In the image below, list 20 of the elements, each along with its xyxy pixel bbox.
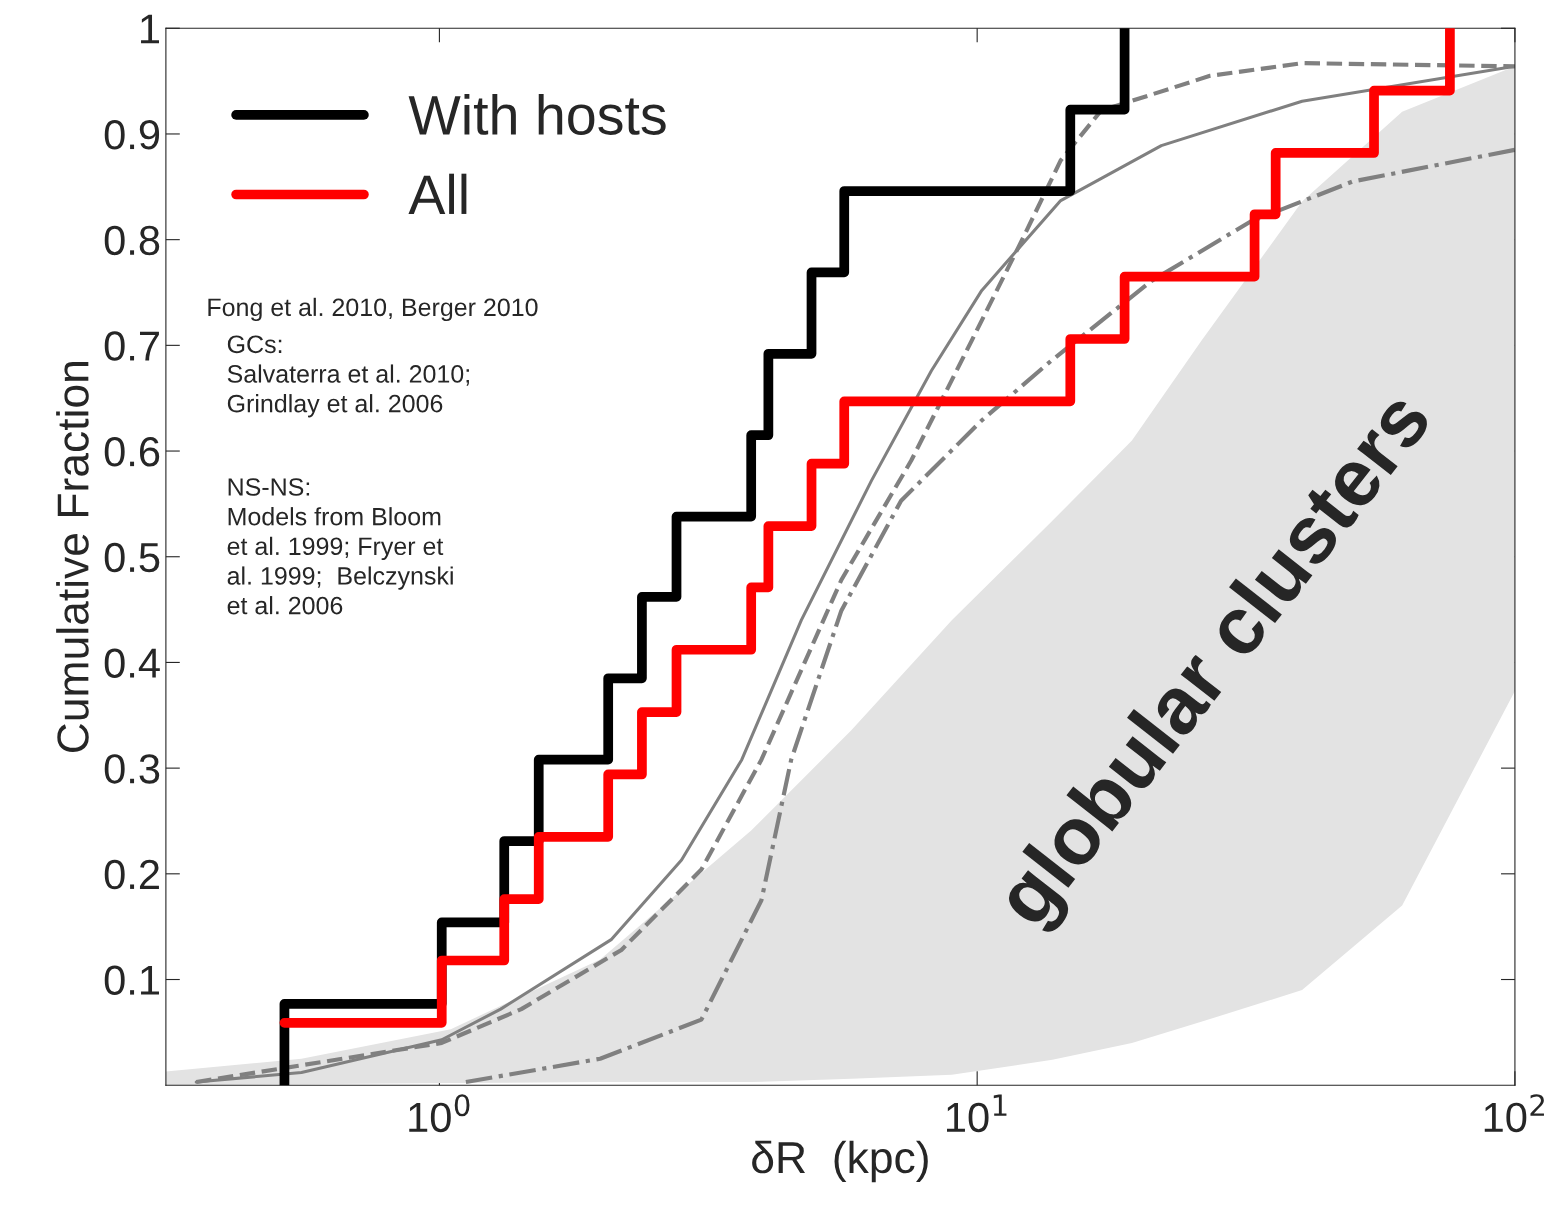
y-tick-label: 0.3 (104, 754, 160, 784)
x-tick-label: 10$^{0}$ (409, 1094, 470, 1133)
legend-label: All (408, 173, 467, 214)
y-tick-label: 0.7 (104, 331, 159, 361)
y-tick-label: 0.4 (104, 648, 160, 678)
x-axis-title: δR (kpc) (752, 1140, 928, 1183)
y-tick-label: 0.9 (104, 119, 160, 150)
x-tick-label: 10$^{2}$ (1484, 1094, 1544, 1133)
y-tick-label: 0.2 (104, 859, 159, 890)
y-axis-title: Cumulative Fraction (56, 362, 89, 753)
y-tick-label: 1 (141, 14, 159, 44)
y-tick-label: 0.8 (104, 225, 160, 256)
annotation: GCs: Salvaterra et al. 2010; Grindlay et al. 2006 (227, 335, 469, 418)
x-tick-label: 10$^{1}$ (947, 1094, 1007, 1133)
annotation: NS-NS: Models from Bloom et al. 1999; Fryer et al. 1999; Belczynski et al. 2006 (227, 478, 453, 615)
y-tick-label: 0.6 (104, 437, 160, 467)
y-tick-label: 0.5 (104, 542, 160, 573)
legend-label: With hosts (408, 94, 666, 135)
annotation: Fong et al. 2010, Berger 2010 (208, 297, 538, 322)
y-tick-label: 0.1 (104, 965, 159, 996)
